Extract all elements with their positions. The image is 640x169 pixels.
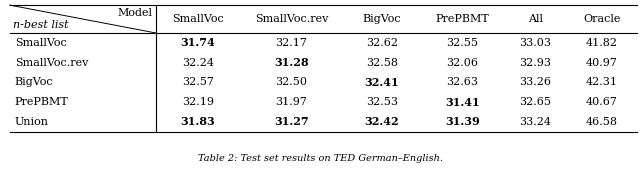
Text: SmallVoc.rev: SmallVoc.rev [255,14,328,24]
Text: 32.62: 32.62 [365,38,397,48]
Text: 32.57: 32.57 [182,77,214,87]
Text: 32.53: 32.53 [365,97,397,107]
Text: 32.06: 32.06 [446,58,478,68]
Text: PrePBMT: PrePBMT [435,14,489,24]
Text: n-best list: n-best list [13,20,69,30]
Text: 32.58: 32.58 [365,58,397,68]
Text: 32.24: 32.24 [182,58,214,68]
Text: Union: Union [15,117,49,127]
Text: All: All [528,14,543,24]
Text: SmallVoc: SmallVoc [172,14,223,24]
Text: 31.27: 31.27 [274,116,308,127]
Text: BigVoc: BigVoc [362,14,401,24]
Text: BigVoc: BigVoc [15,77,53,87]
Text: 32.93: 32.93 [520,58,552,68]
Text: 40.67: 40.67 [586,97,618,107]
Text: 32.50: 32.50 [275,77,307,87]
Text: 32.17: 32.17 [276,38,307,48]
Text: 32.41: 32.41 [364,77,399,88]
Text: 33.24: 33.24 [520,117,552,127]
Text: 46.58: 46.58 [586,117,618,127]
Text: 31.97: 31.97 [276,97,307,107]
Text: 42.31: 42.31 [586,77,618,87]
Text: 32.42: 32.42 [364,116,399,127]
Text: SmallVoc: SmallVoc [15,38,67,48]
Text: Oracle: Oracle [583,14,621,24]
Text: 40.97: 40.97 [586,58,618,68]
Text: 32.65: 32.65 [520,97,552,107]
Text: 31.28: 31.28 [274,57,308,68]
Text: Model: Model [118,8,152,18]
Text: 32.63: 32.63 [446,77,478,87]
Text: 31.41: 31.41 [445,97,479,108]
Text: 32.19: 32.19 [182,97,214,107]
Text: 31.39: 31.39 [445,116,479,127]
Text: 31.74: 31.74 [180,37,215,48]
Text: 32.55: 32.55 [446,38,478,48]
Text: 41.82: 41.82 [586,38,618,48]
Text: SmallVoc.rev: SmallVoc.rev [15,58,88,68]
Text: PrePBMT: PrePBMT [15,97,68,107]
Text: Table 2: Test set results on TED German–English.: Table 2: Test set results on TED German–… [198,154,442,163]
Text: 31.83: 31.83 [180,116,215,127]
Text: 33.26: 33.26 [520,77,552,87]
Text: 33.03: 33.03 [520,38,552,48]
